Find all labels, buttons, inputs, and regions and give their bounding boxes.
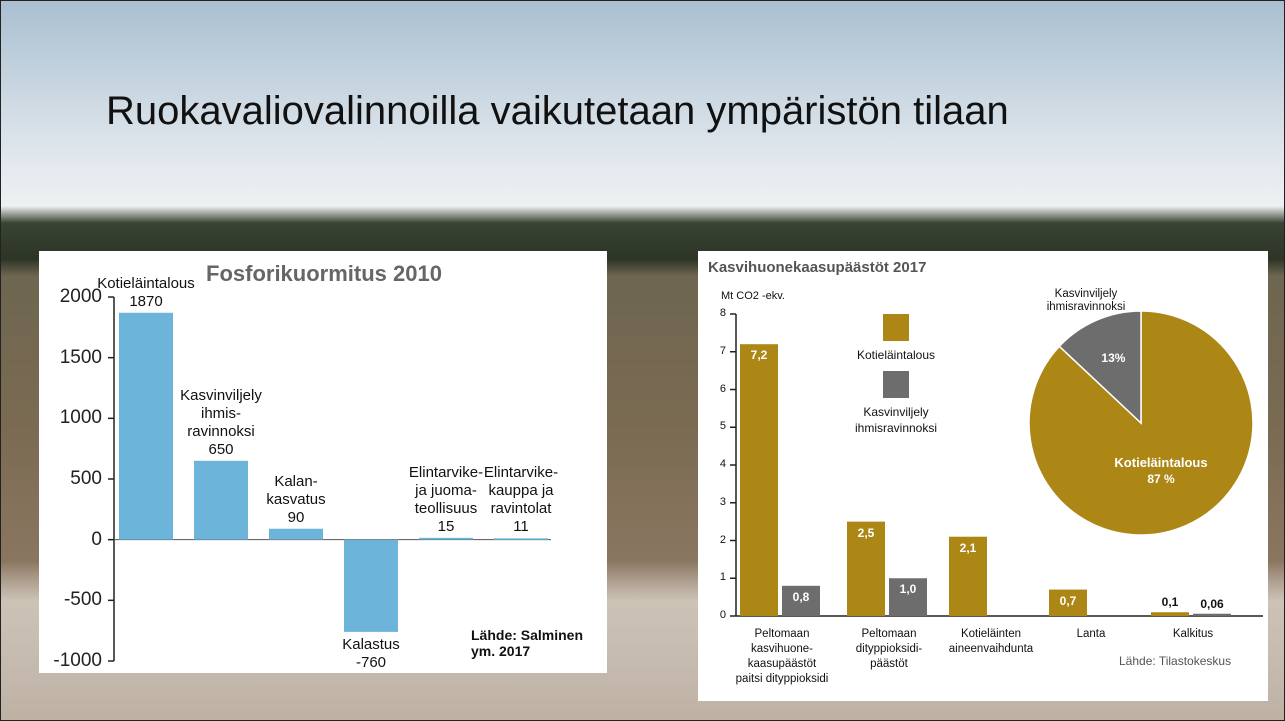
y-tick-label: 7 [719,344,726,357]
value-label: 0,8 [792,589,810,604]
bar [847,521,885,616]
value-label: 7,2 [750,348,768,363]
value-label: 90 [287,508,305,526]
category-label: Elintarvike- ja juoma-teollisuus [408,463,484,517]
category-label: Kalastus [342,635,400,653]
bar-label: Kalan-kasvatus 90 [251,473,341,527]
category-label: Kasvinviljely ihmis-ravinnoksi [180,386,262,440]
category-label: Kotieläintalous [97,274,195,292]
y-tick-label: 3 [719,495,726,508]
x-tick-label: Kalkitus [1172,628,1214,640]
bar [889,578,927,616]
source: Lähde: Tilastokeskus [1119,654,1232,668]
y-tick-label: 1500 [59,346,102,368]
y-tick-label: 6 [719,382,726,395]
bar-label: Kotieläintalous 1870 [91,275,201,311]
category-label: Elintarvike-kauppa ja ravintolat [483,464,559,518]
pie-value-label: 87 % [1147,472,1175,487]
y-tick-label: 0 [91,528,102,550]
bar [782,585,820,616]
x-tick-label: Kotieläinten aineenvaihdunta [948,628,1034,655]
slide-title: Ruokavaliovalinnoilla vaikutetaan ympäri… [106,89,1009,133]
bar [949,536,987,616]
chart-title: Kasvihuonekaasupäästöt 2017 [708,259,927,276]
bar [119,312,173,540]
value-label: 0,1 [1161,595,1179,610]
legend-label: Kotieläintalous [856,348,936,362]
pie-category-label: Kasvinviljely ihmisravinnoksi [1046,288,1126,313]
value-label: 0,06 [1200,596,1224,611]
x-tick-label: Lanta [1076,628,1106,640]
bar [269,528,323,540]
bar [1151,612,1189,616]
bar [1049,589,1087,616]
y-tick-label: 8 [719,307,726,319]
value-label: 2,5 [857,525,875,540]
y-tick-label: 0 [719,609,726,621]
value-label: 1,0 [899,582,917,597]
y-tick-label: 1000 [59,407,102,429]
y-tick-label: 2000 [59,286,102,307]
value-label: -760 [355,653,387,671]
legend-swatch [883,371,909,398]
pie-value-label: 13% [1101,351,1126,366]
value-label: 11 [513,518,529,536]
source: Lähde: Salminen ym. 2017 [471,627,584,659]
category-label: Kalan-kasvatus [266,472,326,508]
bar [740,344,778,616]
bar-label: Elintarvike-kauppa ja ravintolat 11 [476,464,566,536]
bar-label: Kalastus -760 [326,636,416,672]
value-label: 2,1 [959,540,977,555]
y-tick-label: 5 [719,420,726,433]
value-label: 0,7 [1059,593,1077,608]
legend-swatch [883,314,909,341]
pie-category-label: Kotieläintalous [1114,455,1208,471]
x-tick-label: Peltomaan kasvihuone-kaasupäästöt paitsi… [735,628,829,685]
y-axis-label: Mt CO2 -ekv. [721,290,785,302]
pie-slice [1058,310,1142,425]
value-label: 15 [437,517,455,535]
y-tick-label: -500 [63,589,102,611]
value-label: 650 [208,440,234,458]
y-tick-label: 4 [719,458,726,470]
bar [344,539,398,632]
chart-title: Fosforikuormitus 2010 [206,261,442,286]
bar [419,537,473,540]
legend-label: Kasvinviljely ihmisravinnoksi [854,405,938,435]
bar [1193,613,1231,616]
bar-label: Kasvinviljely ihmis-ravinnoksi 650 [176,387,266,459]
bar [494,538,548,540]
y-tick-label: 2 [719,533,726,546]
value-label: 1870 [129,292,163,310]
bar [194,460,248,540]
bar-label: Elintarvike- ja juoma-teollisuus 15 [401,464,491,536]
y-tick-label: 1 [719,571,726,584]
y-tick-label: 500 [70,468,102,489]
x-tick-label: Peltomaan dityppioksidi-päästöt [855,628,923,670]
y-tick-label: -1000 [53,650,102,671]
